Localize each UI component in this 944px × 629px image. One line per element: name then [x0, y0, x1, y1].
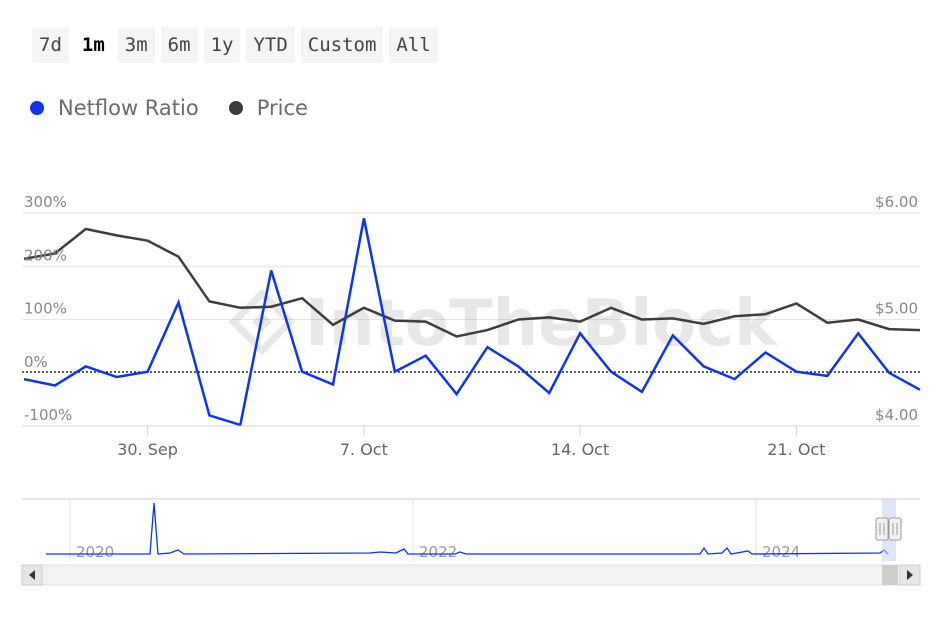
scrollbar-track[interactable] — [21, 564, 921, 586]
range-button-all[interactable]: All — [389, 27, 438, 63]
range-button-7d[interactable]: 7d — [32, 27, 69, 63]
y-axis-right-tick-label: $6.00 — [875, 193, 918, 211]
price-series-line — [23, 227, 921, 338]
x-axis-tick-label: 14. Oct — [551, 440, 609, 459]
navigator-year-label: 2024 — [762, 543, 800, 561]
x-axis-tick-label: 30. Sep — [117, 440, 178, 459]
netflow-ratio-series-line — [23, 218, 921, 427]
navigator-year-label: 2022 — [419, 543, 457, 561]
navigator-handle[interactable] — [875, 517, 889, 541]
scroll-left-button[interactable] — [21, 564, 43, 586]
watermark-text: IntoTheBlock — [305, 287, 778, 361]
scrollbar-thumb[interactable] — [882, 565, 898, 585]
y-axis-left-tick-label: 100% — [24, 300, 67, 318]
range-button-1y[interactable]: 1y — [203, 27, 241, 63]
legend-label-price: Price — [256, 96, 308, 120]
navigator-year-label: 2020 — [76, 543, 114, 561]
range-button-ytd[interactable]: YTD — [246, 27, 295, 63]
y-axis-left-tick-label: 300% — [24, 193, 67, 211]
range-button-3m[interactable]: 3m — [117, 27, 155, 63]
y-axis-right-tick-label: $5.00 — [875, 300, 918, 318]
navigator: 2020 2022 2024 — [22, 498, 920, 561]
y-axis-right-tick-label: $4.00 — [875, 406, 918, 424]
x-axis-tick-label: 21. Oct — [767, 440, 825, 459]
watermark-logo-icon — [228, 288, 296, 356]
price-legend-marker — [228, 101, 243, 115]
navigator-selected-range — [882, 499, 896, 561]
chart-legend: Netflow Ratio Price — [30, 96, 308, 120]
y-axis-left-tick-label: 0% — [24, 353, 48, 371]
range-button-1m[interactable]: 1m — [74, 27, 112, 63]
x-axis-tick-label: 7. Oct — [340, 440, 388, 459]
y-axis-left-tick-label: -100% — [24, 406, 72, 424]
scroll-left-icon — [29, 570, 35, 580]
scrollbar[interactable] — [21, 564, 921, 586]
legend-item-price[interactable]: Price — [228, 96, 308, 120]
netflow-legend-marker — [30, 101, 44, 115]
time-range-selector: 7d 1m 3m 6m 1y YTD Custom All — [32, 27, 438, 63]
navigator-handle[interactable] — [888, 517, 902, 541]
scroll-right-icon — [907, 570, 913, 580]
range-button-custom[interactable]: Custom — [300, 27, 384, 63]
scroll-right-button[interactable] — [899, 564, 921, 586]
navigator-series-line — [46, 502, 889, 555]
y-axis-left-tick-label: 200% — [24, 246, 67, 264]
legend-label-netflow: Netflow Ratio — [58, 96, 199, 120]
legend-item-netflow[interactable]: Netflow Ratio — [30, 96, 199, 120]
range-button-6m[interactable]: 6m — [160, 27, 198, 63]
